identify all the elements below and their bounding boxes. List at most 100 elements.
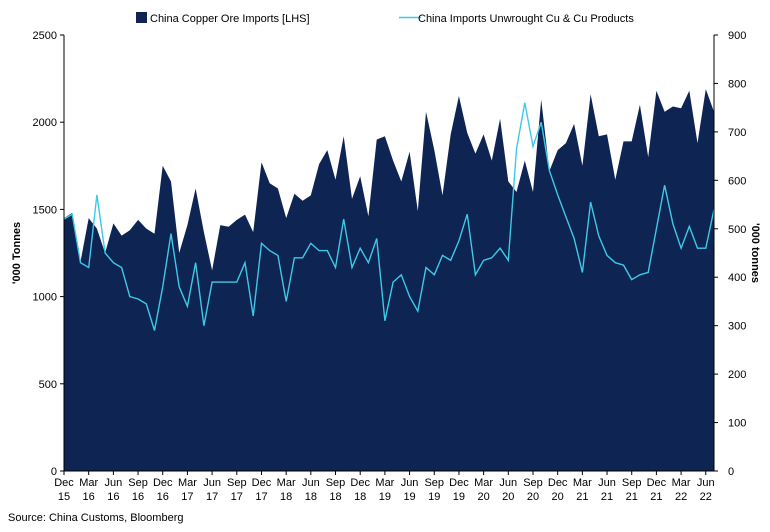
legend-label-copper-ore: China Copper Ore Imports [LHS] bbox=[150, 13, 310, 25]
x-tick-month: Jun bbox=[401, 477, 419, 489]
x-tick-month: Sep bbox=[424, 477, 444, 489]
x-tick-label: Jun 17 bbox=[203, 477, 221, 503]
x-tick-label: Mar 17 bbox=[178, 477, 197, 503]
x-tick-year: 20 bbox=[477, 491, 489, 503]
x-tick-label: Sep 19 bbox=[424, 477, 444, 503]
x-tick-label: Dec 20 bbox=[548, 477, 568, 503]
y-left-tick-label: 0 bbox=[51, 466, 57, 478]
y-left-tick-label: 500 bbox=[39, 379, 57, 391]
y-right-tick-label: 100 bbox=[728, 418, 746, 430]
y-left-tick-label: 1500 bbox=[33, 204, 57, 216]
x-tick-year: 17 bbox=[255, 491, 267, 503]
x-tick-label: Sep 18 bbox=[326, 477, 346, 503]
y-right-tick-label: 700 bbox=[728, 127, 746, 139]
x-tick-month: Sep bbox=[523, 477, 543, 489]
x-tick-year: 19 bbox=[379, 491, 391, 503]
x-tick-year: 16 bbox=[132, 491, 144, 503]
x-tick-month: Mar bbox=[573, 477, 592, 489]
x-tick-month: Dec bbox=[54, 477, 74, 489]
x-tick-month: Jun bbox=[104, 477, 122, 489]
x-tick-month: Dec bbox=[548, 477, 568, 489]
x-axis-ticks: Dec 15 Mar 16 Jun 16 Sep 16 Dec 16 Mar 17 Jun 17 Sep 17… bbox=[54, 471, 715, 503]
x-tick-label: Dec 15 bbox=[54, 477, 74, 503]
x-tick-year: 16 bbox=[107, 491, 119, 503]
y-right-tick-label: 400 bbox=[728, 272, 746, 284]
x-tick-month: Mar bbox=[474, 477, 493, 489]
x-tick-month: Jun bbox=[598, 477, 616, 489]
x-tick-year: 22 bbox=[675, 491, 687, 503]
x-tick-label: Mar 22 bbox=[672, 477, 691, 503]
x-tick-label: Mar 19 bbox=[375, 477, 394, 503]
x-tick-label: Dec 21 bbox=[647, 477, 667, 503]
legend-label-unwrought-cu: China Imports Unwrought Cu & Cu Products bbox=[418, 13, 634, 25]
x-tick-month: Dec bbox=[252, 477, 272, 489]
y-left-tick-label: 2000 bbox=[33, 117, 57, 129]
x-tick-month: Sep bbox=[622, 477, 642, 489]
left-axis-ticks: 0 500 1000 1500 2000 2500 bbox=[33, 30, 64, 478]
x-tick-year: 18 bbox=[305, 491, 317, 503]
x-tick-year: 22 bbox=[700, 491, 712, 503]
y-right-tick-label: 200 bbox=[728, 369, 746, 381]
x-tick-label: Dec 17 bbox=[252, 477, 272, 503]
legend: China Copper Ore Imports [LHS] China Imp… bbox=[136, 12, 634, 25]
area-series-copper-ore bbox=[64, 89, 714, 471]
source-note: Source: China Customs, Bloomberg bbox=[8, 512, 184, 524]
x-tick-month: Sep bbox=[227, 477, 247, 489]
y-axis-right-title: '000 tonnes bbox=[749, 223, 761, 283]
x-tick-month: Jun bbox=[499, 477, 517, 489]
x-tick-label: Sep 16 bbox=[128, 477, 148, 503]
x-tick-month: Sep bbox=[326, 477, 346, 489]
x-tick-month: Dec bbox=[647, 477, 667, 489]
x-tick-year: 21 bbox=[626, 491, 638, 503]
x-tick-year: 17 bbox=[181, 491, 193, 503]
y-axis-left-title: '000 Tonnes bbox=[11, 222, 23, 284]
x-tick-month: Mar bbox=[277, 477, 296, 489]
x-tick-month: Mar bbox=[79, 477, 98, 489]
x-tick-year: 17 bbox=[231, 491, 243, 503]
x-tick-month: Sep bbox=[128, 477, 148, 489]
x-tick-year: 17 bbox=[206, 491, 218, 503]
x-tick-year: 18 bbox=[329, 491, 341, 503]
x-tick-year: 20 bbox=[527, 491, 539, 503]
x-tick-year: 18 bbox=[280, 491, 292, 503]
x-tick-year: 16 bbox=[83, 491, 95, 503]
x-tick-year: 19 bbox=[453, 491, 465, 503]
x-tick-label: Sep 20 bbox=[523, 477, 543, 503]
right-axis-ticks: 0 100 200 300 400 500 600 700 800 900 bbox=[714, 30, 746, 478]
x-tick-label: Jun 19 bbox=[401, 477, 419, 503]
x-tick-month: Mar bbox=[178, 477, 197, 489]
x-tick-month: Jun bbox=[302, 477, 320, 489]
x-tick-year: 18 bbox=[354, 491, 366, 503]
x-tick-label: Dec 19 bbox=[449, 477, 469, 503]
legend-swatch-copper-ore bbox=[136, 12, 147, 23]
y-right-tick-label: 800 bbox=[728, 78, 746, 90]
x-tick-month: Mar bbox=[375, 477, 394, 489]
x-tick-label: Mar 20 bbox=[474, 477, 493, 503]
x-tick-year: 21 bbox=[650, 491, 662, 503]
x-tick-label: Mar 18 bbox=[277, 477, 296, 503]
x-tick-year: 21 bbox=[601, 491, 613, 503]
x-tick-year: 16 bbox=[157, 491, 169, 503]
y-right-tick-label: 500 bbox=[728, 224, 746, 236]
x-tick-year: 15 bbox=[58, 491, 70, 503]
y-right-tick-label: 0 bbox=[728, 466, 734, 478]
x-tick-month: Jun bbox=[203, 477, 221, 489]
x-tick-year: 20 bbox=[552, 491, 564, 503]
x-tick-year: 19 bbox=[428, 491, 440, 503]
y-right-tick-label: 300 bbox=[728, 321, 746, 333]
x-tick-year: 19 bbox=[403, 491, 415, 503]
x-tick-month: Dec bbox=[350, 477, 370, 489]
x-tick-label: Dec 16 bbox=[153, 477, 173, 503]
x-tick-month: Dec bbox=[449, 477, 469, 489]
axes bbox=[63, 35, 715, 472]
x-tick-month: Mar bbox=[672, 477, 691, 489]
y-left-tick-label: 2500 bbox=[33, 30, 57, 42]
x-tick-year: 20 bbox=[502, 491, 514, 503]
x-tick-label: Dec 18 bbox=[350, 477, 370, 503]
x-tick-label: Jun 21 bbox=[598, 477, 616, 503]
x-tick-label: Mar 21 bbox=[573, 477, 592, 503]
x-tick-label: Sep 21 bbox=[622, 477, 642, 503]
y-right-tick-label: 900 bbox=[728, 30, 746, 42]
x-tick-label: Jun 22 bbox=[697, 477, 715, 503]
